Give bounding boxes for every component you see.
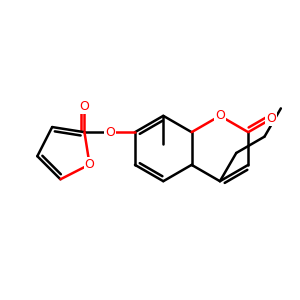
Text: O: O <box>80 100 89 113</box>
Text: O: O <box>266 112 276 125</box>
Text: O: O <box>85 158 94 171</box>
Text: O: O <box>105 126 115 139</box>
Text: O: O <box>215 109 225 122</box>
